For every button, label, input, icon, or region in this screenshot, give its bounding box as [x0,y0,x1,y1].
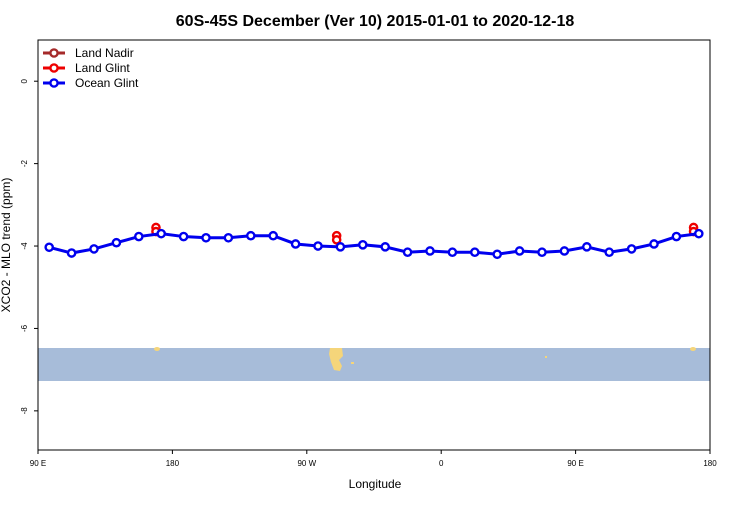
data-point [582,242,592,252]
x-tick-label: 180 [166,459,180,468]
data-point [290,239,301,249]
data-point [133,231,144,242]
data-point [604,247,615,258]
data-point [514,246,525,256]
map-strip [38,347,710,381]
y-tick-label: -4 [20,242,29,250]
data-point [626,244,637,254]
legend-marker [49,63,59,73]
data-point [447,247,458,258]
x-tick-label: 90 E [567,459,583,468]
data-point [44,242,55,253]
y-tick-label: -2 [20,160,29,168]
data-point [694,228,704,239]
data-point [492,249,503,260]
data-point [223,232,234,243]
y-tick-label: 0 [20,78,29,83]
data-point [66,248,77,258]
data-point [201,232,211,243]
data-point [357,239,368,250]
data-point [380,242,391,252]
data-point [245,230,256,241]
series-line [48,232,699,256]
data-point [156,228,166,239]
data-point [425,246,435,256]
x-tick-label: 90 E [30,459,46,468]
data-point [313,241,323,251]
data-point [671,231,682,242]
y-axis-label: XCO2 - MLO trend (ppm) [0,178,13,313]
legend-label: Land Glint [75,61,130,75]
data-point [331,235,342,245]
data-point [111,237,122,248]
data-point [649,239,659,249]
legend-marker [49,78,59,88]
data-point [335,242,346,252]
data-point [537,247,547,258]
plot-frame [37,39,711,451]
legend-marker [49,48,59,58]
x-tick-label: 0 [439,459,444,468]
data-point [89,244,99,254]
x-axis-label: Longitude [349,477,402,491]
data-point [559,246,570,256]
data-point [469,247,480,258]
data-point [402,247,413,258]
x-tick-label: 180 [703,459,717,468]
x-tick-label: 90 W [297,459,316,468]
chart-title: 60S-45S December (Ver 10) 2015-01-01 to … [176,13,575,30]
data-point [268,230,279,241]
legend-label: Ocean Glint [75,76,139,90]
data-point [178,231,189,242]
legend-label: Land Nadir [75,46,134,60]
y-tick-label: -8 [20,407,29,415]
y-tick-label: -6 [20,324,29,332]
